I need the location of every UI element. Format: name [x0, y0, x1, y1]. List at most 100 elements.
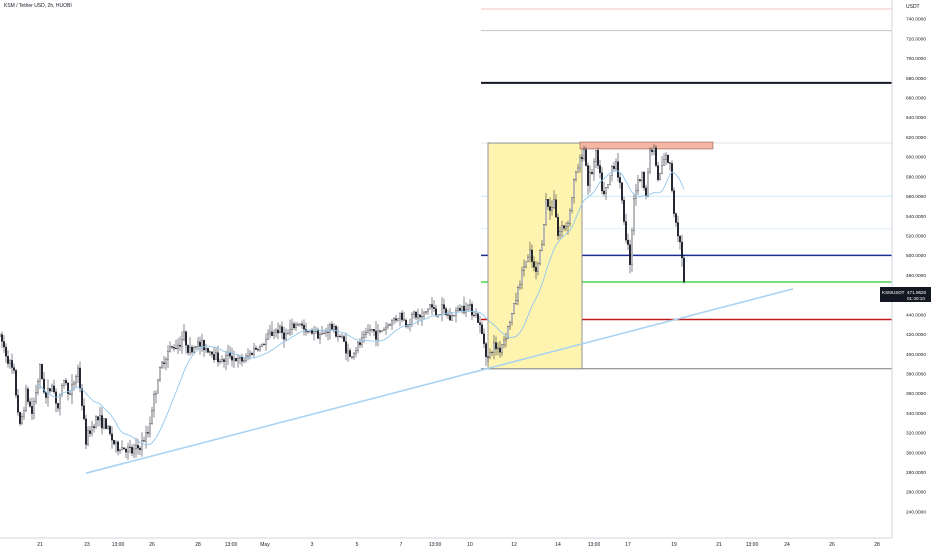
candle-bull — [103, 418, 105, 429]
time-axis[interactable]: 21 23 13:00 26 28 13:00 May 3 5 7 13:00 10 12 14 13:00… — [37, 542, 880, 548]
candle-bear — [83, 405, 85, 420]
candle-bull — [521, 270, 523, 285]
candle-bull — [249, 353, 251, 357]
candle-bull — [325, 331, 327, 334]
candle-bull — [571, 197, 573, 211]
candle-bull — [253, 347, 255, 355]
candle-bull — [605, 187, 607, 195]
candle-bull — [77, 367, 79, 377]
candle-bull — [39, 364, 41, 382]
candle-bull — [393, 318, 395, 321]
candle-bull — [511, 313, 513, 323]
candles — [0, 144, 685, 461]
candle-bull — [413, 311, 415, 315]
candle-bull — [631, 230, 633, 265]
candle-bull — [309, 330, 311, 333]
candle-bear — [335, 326, 337, 337]
candle-bear — [263, 344, 265, 346]
price-tick-label: 300.0000 — [906, 450, 926, 456]
candle-bear — [27, 388, 29, 402]
candle-bull — [399, 312, 401, 319]
candle-bull — [115, 441, 117, 445]
candle-bull — [453, 315, 455, 316]
candle-bull — [21, 416, 23, 424]
candle-bear — [601, 172, 603, 192]
candle-bull — [575, 172, 577, 180]
highlight-rectangle — [487, 142, 583, 370]
candle-bear — [617, 161, 619, 178]
time-tick-label: 13:00 — [225, 542, 238, 548]
candle-bear — [627, 239, 629, 245]
candle-bear — [547, 199, 549, 207]
candle-bull — [99, 415, 101, 421]
candle-bull — [237, 358, 239, 362]
candle-bull — [51, 385, 53, 392]
candle-bear — [15, 370, 17, 396]
candle-bear — [67, 382, 69, 395]
candle-bull — [377, 330, 379, 340]
candle-bull — [357, 342, 359, 351]
candle-bear — [303, 325, 305, 330]
candle-bear — [343, 336, 345, 342]
candle-bull — [425, 311, 427, 314]
candle-bull — [149, 423, 151, 434]
candle-bear — [331, 323, 333, 330]
price-tick-label: 580.0000 — [906, 174, 926, 180]
price-tick-label: 620.0000 — [906, 135, 926, 141]
candle-bear — [395, 318, 397, 321]
price-tick-label: 380.0000 — [906, 371, 926, 377]
price-tick-label: 600.0000 — [906, 155, 926, 161]
candle-bear — [629, 244, 631, 265]
time-tick-label: May — [260, 542, 270, 548]
candle-bear — [479, 322, 481, 325]
candle-bull — [225, 355, 227, 362]
drawing-rectangles — [487, 141, 714, 370]
candle-bear — [549, 206, 551, 211]
candle-bull — [355, 350, 357, 354]
candle-bear — [435, 308, 437, 317]
price-tick-label: 480.0000 — [906, 273, 926, 279]
candle-bear — [677, 222, 679, 237]
candle-bear — [211, 351, 213, 355]
candle-bull — [615, 161, 617, 169]
price-tick-label: 700.0000 — [906, 56, 926, 62]
candle-bull — [583, 149, 585, 160]
candle-bear — [113, 439, 115, 445]
candle-bull — [503, 339, 505, 346]
price-axis[interactable]: USDT 740.0000 720.0000 700.0000 680.0000 660… — [906, 4, 926, 515]
moving-average — [37, 170, 685, 446]
candle-bear — [639, 179, 641, 181]
candle-bear — [257, 349, 259, 351]
candle-bear — [207, 348, 209, 353]
candle-bear — [111, 433, 113, 441]
candle-bull — [593, 161, 595, 174]
candle-bear — [251, 353, 253, 355]
candle-bull — [661, 165, 663, 174]
candle-bear — [405, 320, 407, 327]
time-tick-label: 17 — [625, 542, 631, 548]
candle-bull — [183, 331, 185, 340]
candle-bear — [485, 343, 487, 357]
candle-bear — [147, 432, 149, 434]
candle-bear — [359, 342, 361, 345]
candle-bull — [153, 394, 155, 411]
last-price-countdown: 01:40:10 — [907, 296, 925, 301]
candle-bear — [105, 418, 107, 429]
candle-bear — [69, 393, 71, 395]
candle-bear — [591, 172, 593, 174]
candle-bear — [57, 403, 59, 409]
candle-bull — [151, 410, 153, 424]
time-tick-label: 19 — [671, 542, 677, 548]
candle-bear — [213, 354, 215, 360]
candle-bull — [265, 339, 267, 345]
candle-bull — [369, 329, 371, 332]
candle-bull — [0, 334, 1, 337]
candle-bull — [595, 150, 597, 162]
candle-bear — [55, 391, 57, 404]
candle-bull — [441, 304, 443, 315]
candle-bull — [233, 358, 235, 361]
candle-bull — [517, 287, 519, 301]
candle-bear — [477, 313, 479, 323]
